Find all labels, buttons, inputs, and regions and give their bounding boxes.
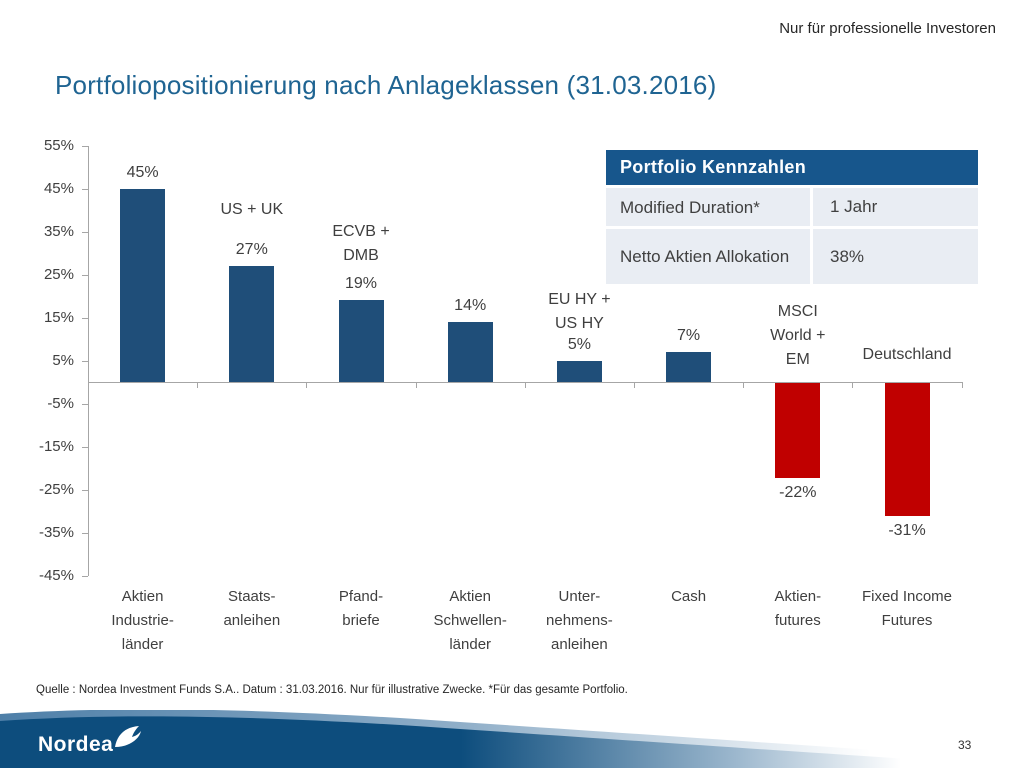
bar [447, 321, 493, 382]
header-disclaimer: Nur für professionelle Investoren [779, 20, 996, 37]
category-label: Staats-anleihen [223, 588, 281, 629]
y-tick-label: 35% [43, 222, 74, 240]
page-title: Portfoliopositionierung nach Anlageklass… [55, 70, 717, 100]
y-tick-mark [82, 575, 88, 577]
kpi-value-netto-aktien: 38% [813, 229, 978, 284]
y-tick-label: 55% [43, 136, 74, 154]
y-tick-mark [82, 317, 88, 319]
table-row: Modified Duration* 1 Jahr [606, 188, 978, 226]
bar [884, 383, 930, 517]
source-footnote: Quelle : Nordea Investment Funds S.A.. D… [36, 684, 628, 696]
y-tick-mark [82, 403, 88, 405]
x-tick-mark [743, 382, 745, 388]
y-tick-mark [82, 532, 88, 534]
bar-value-label: -31% [888, 522, 926, 540]
y-tick-label: 5% [52, 351, 74, 369]
x-tick-mark [415, 382, 417, 388]
y-tick-mark [82, 145, 88, 147]
y-tick-label: -45% [38, 566, 74, 584]
x-tick-mark [197, 382, 199, 388]
x-tick-mark [524, 382, 526, 388]
x-tick-mark [852, 382, 854, 388]
x-tick-mark [306, 382, 308, 388]
y-tick-label: 25% [43, 265, 74, 283]
bar-value-label: -22% [779, 483, 817, 501]
category-label: Fixed Income Futures [861, 588, 953, 629]
footer-wave [0, 709, 1024, 768]
nordea-logo-text: Nordea [38, 733, 114, 756]
y-tick-mark [82, 360, 88, 362]
y-tick-mark [82, 231, 88, 233]
kpi-label-netto-aktien: Netto Aktien Allokation [606, 229, 810, 284]
y-tick-label: -25% [38, 480, 74, 498]
kpi-label-text: Netto Aktien Allokation [620, 247, 790, 266]
bar-value-label: 45% [126, 163, 159, 181]
bar-value-label: 5% [567, 335, 591, 353]
bar-value-label: 27% [235, 240, 268, 258]
category-label: Aktien-futures [774, 588, 822, 629]
kpi-value-text: 1 Jahr [830, 197, 878, 216]
category-label: Cash [671, 588, 707, 605]
portfolio-kpi-table: Portfolio Kennzahlen Modified Duration* … [606, 150, 978, 284]
bar [120, 188, 166, 382]
bar-annotation: ECVB + DMB [332, 223, 390, 264]
y-tick-label: 15% [43, 308, 74, 326]
y-tick-mark [82, 274, 88, 276]
kpi-label-modified-duration: Modified Duration* [606, 188, 810, 226]
table-row: Netto Aktien Allokation 38% [606, 229, 978, 284]
category-label: Unter-nehmens-anleihen [546, 588, 613, 653]
x-tick-mark [634, 382, 635, 388]
y-tick-label: 45% [43, 179, 74, 197]
bar-annotation: MSCI World + EM [770, 303, 826, 368]
category-label: Pfand-briefe [338, 588, 384, 629]
bar-value-label: 19% [344, 275, 378, 293]
page-number: 33 [958, 738, 972, 752]
y-tick-mark [82, 188, 88, 190]
y-axis-line [88, 145, 89, 576]
bar [229, 265, 275, 382]
bar-annotation: US + UK [220, 201, 284, 218]
bar-value-label: 7% [677, 326, 701, 344]
bar [556, 360, 602, 382]
kpi-value-text: 38% [830, 246, 865, 266]
kpi-value-modified-duration: 1 Jahr [813, 188, 978, 226]
footer-wave-graphic [0, 709, 1024, 768]
bar-annotation: EU HY + US HY [548, 291, 611, 332]
x-tick-mark [961, 382, 963, 388]
bar [666, 351, 712, 382]
nordea-logo: Nordea [38, 726, 142, 757]
bar [338, 300, 384, 382]
y-tick-label: -35% [38, 523, 74, 541]
y-tick-label: -5% [47, 394, 74, 412]
y-tick-label: -15% [38, 437, 74, 455]
kpi-label-text: Modified Duration* [620, 197, 760, 217]
bar-value-label: 14% [454, 296, 487, 314]
y-tick-mark [82, 489, 88, 491]
category-label: Aktien Industrie-länder [111, 588, 174, 653]
category-label: Aktien Schwellen-länder [433, 588, 507, 653]
bar-annotation: Deutschland [862, 346, 952, 363]
bar [775, 383, 821, 478]
y-tick-mark [82, 446, 88, 448]
kpi-table-title: Portfolio Kennzahlen [606, 150, 978, 185]
nordea-sail-icon [115, 726, 142, 747]
